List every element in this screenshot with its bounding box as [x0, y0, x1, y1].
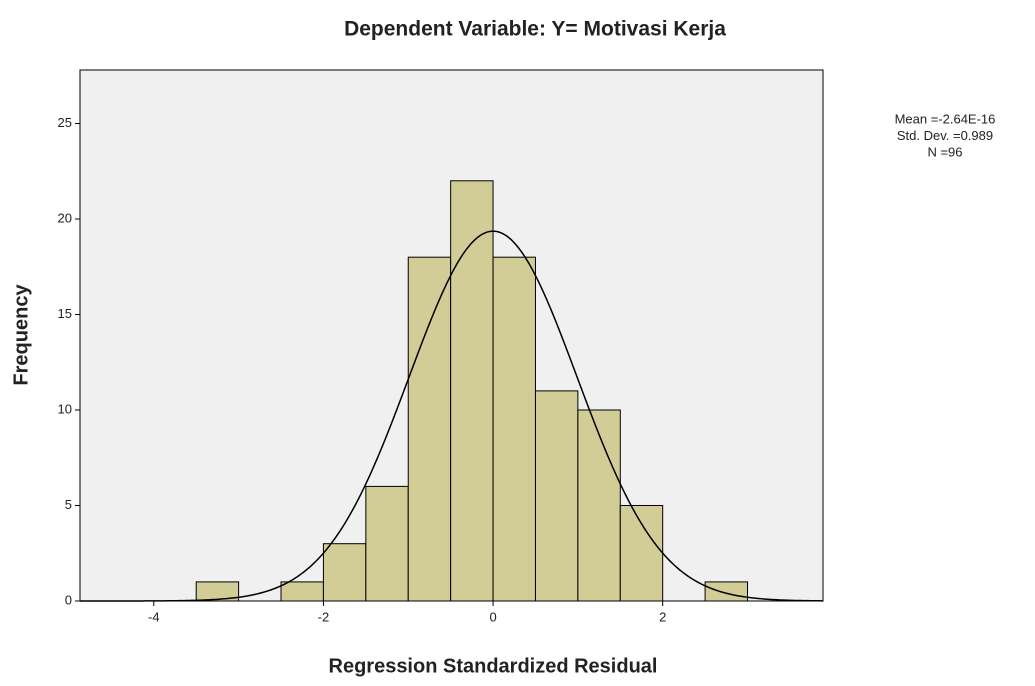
bar: [322, 543, 367, 602]
y-tick-label: 20: [58, 210, 72, 225]
x-tick-label: -2: [318, 609, 330, 624]
bar: [365, 485, 409, 602]
normal-curve: [80, 230, 824, 602]
stat-label: Mean =-2.64E-16: [895, 111, 996, 126]
plot-border: [79, 69, 824, 602]
y-axis-label: Frequency: [10, 284, 32, 386]
y-tick-label: 5: [65, 497, 72, 512]
bar: [280, 581, 324, 602]
stat-label: N =96: [927, 144, 962, 159]
bar: [534, 390, 579, 602]
stat-label: Std. Dev. =0.989: [897, 128, 993, 143]
y-tick-label: 15: [58, 306, 72, 321]
y-tick-label: 0: [65, 592, 72, 607]
x-tick-label: 0: [489, 609, 496, 624]
bar: [492, 256, 536, 602]
bar: [577, 409, 621, 602]
y-tick-label: 25: [58, 115, 72, 130]
y-tick-label: 10: [58, 401, 72, 416]
x-axis-label: Regression Standardized Residual: [329, 655, 658, 677]
bar: [619, 504, 664, 602]
bar: [407, 256, 452, 602]
bar: [704, 581, 749, 602]
x-tick-label: 2: [659, 609, 666, 624]
x-tick-label: -4: [148, 609, 160, 624]
chart-title: Dependent Variable: Y= Motivasi Kerja: [344, 18, 726, 41]
